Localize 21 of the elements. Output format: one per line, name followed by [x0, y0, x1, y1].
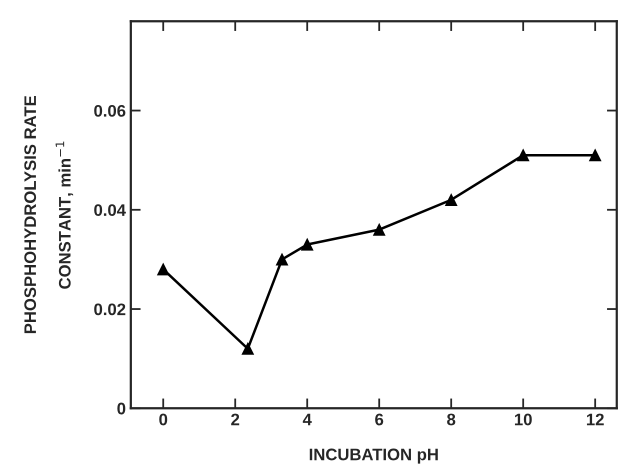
- x-tick-label: 0: [159, 414, 168, 426]
- x-tick-label: 6: [375, 414, 384, 426]
- x-tick-label: 12: [586, 414, 604, 426]
- point: [589, 149, 602, 162]
- point: [301, 238, 314, 251]
- point: [157, 263, 170, 276]
- x-tick-label: 4: [302, 414, 312, 426]
- point: [242, 342, 254, 355]
- x-tick-label: 8: [447, 414, 456, 426]
- x-tick-label: 2: [231, 414, 240, 426]
- y-tick-label: 0.02: [94, 303, 126, 316]
- x-tick-label: 10: [514, 414, 532, 426]
- point: [373, 224, 386, 236]
- x-axis-title: INCUBATION pH: [310, 448, 438, 464]
- point: [276, 253, 288, 266]
- text: PHOSPHOHYDROLYSIS RATE CONSTANT, min$^{−1}$: [24, 96, 74, 334]
- y-tick-label: 0: [117, 402, 126, 414]
- y-tick-label: 0.06: [94, 104, 126, 117]
- point: [445, 194, 458, 206]
- point: [517, 149, 530, 162]
- y-tick-label: 0.04: [94, 204, 126, 216]
